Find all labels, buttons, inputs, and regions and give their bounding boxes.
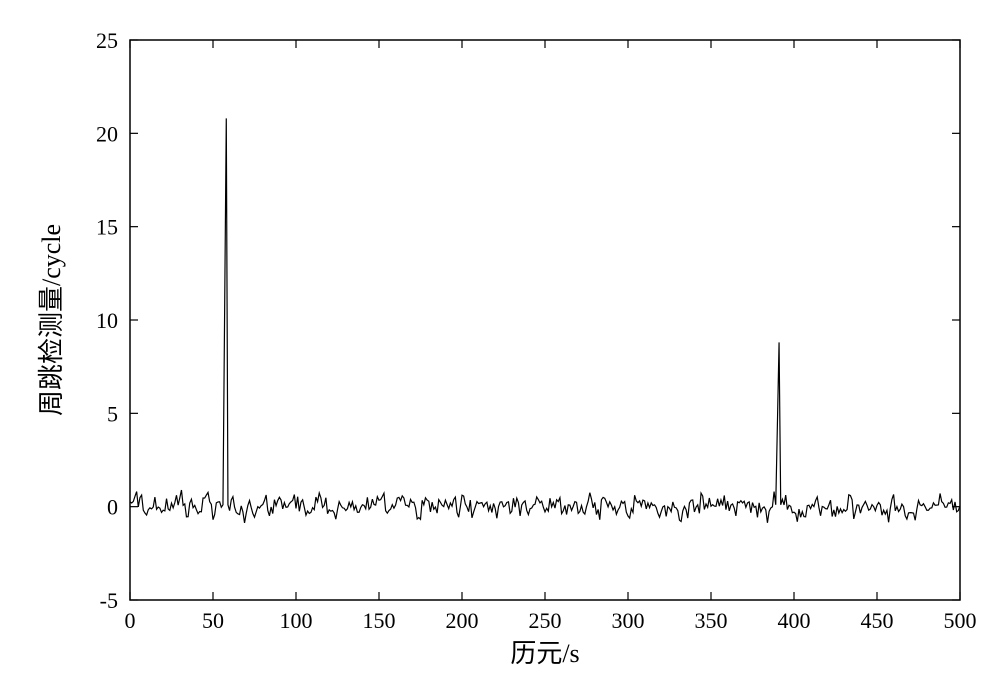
xtick-label: 350 xyxy=(695,608,728,633)
x-axis-label: 历元/s xyxy=(510,639,579,668)
xtick-label: 50 xyxy=(202,608,224,633)
xtick-label: 250 xyxy=(529,608,562,633)
chart-container: 0 50 100 150 200 250 300 350 400 450 500 -5 0 5 10 15 20… xyxy=(0,0,1000,700)
signal-line xyxy=(130,118,960,523)
xtick-label: 0 xyxy=(125,608,136,633)
ytick-label: 5 xyxy=(107,401,118,426)
xtick-label: 450 xyxy=(861,608,894,633)
xtick-label: 150 xyxy=(363,608,396,633)
xtick-label: 400 xyxy=(778,608,811,633)
ytick-label: 10 xyxy=(96,308,118,333)
ytick-label: 0 xyxy=(107,495,118,520)
xtick-label: 100 xyxy=(280,608,313,633)
xtick-label: 300 xyxy=(612,608,645,633)
ytick-label: -5 xyxy=(100,588,118,613)
ytick-label: 20 xyxy=(96,121,118,146)
chart-svg: 0 50 100 150 200 250 300 350 400 450 500 -5 0 5 10 15 20… xyxy=(0,0,1000,700)
xtick-label: 200 xyxy=(446,608,479,633)
xtick-label: 500 xyxy=(944,608,977,633)
y-axis-label: 周跳检测量/cycle xyxy=(37,224,66,416)
ytick-label: 25 xyxy=(96,28,118,53)
ytick-label: 15 xyxy=(96,215,118,240)
